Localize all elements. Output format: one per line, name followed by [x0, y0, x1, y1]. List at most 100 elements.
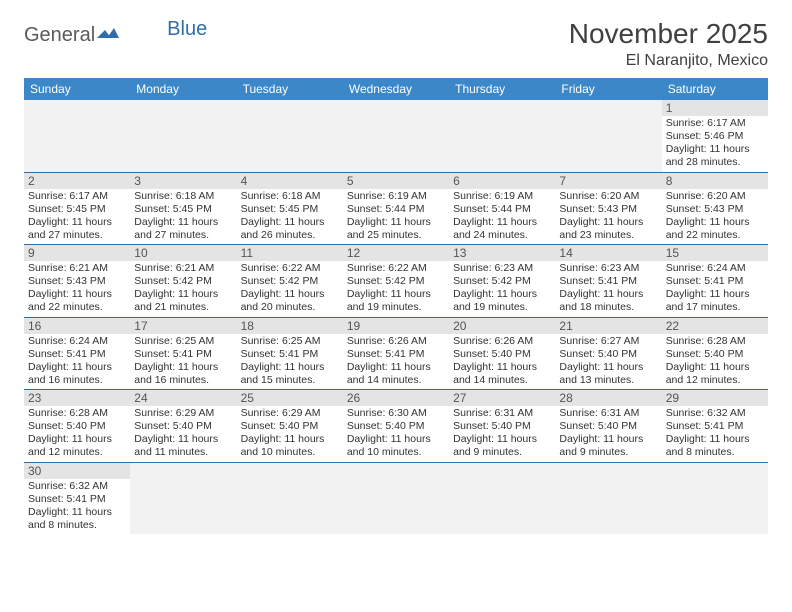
day-info: Sunrise: 6:26 AMSunset: 5:41 PMDaylight:…	[343, 334, 449, 390]
weekday-header: Friday	[555, 78, 661, 100]
empty-cell	[449, 100, 555, 172]
empty-cell	[343, 462, 449, 534]
day-number: 23	[24, 390, 130, 406]
month-title: November 2025	[569, 18, 768, 50]
day-info: Sunrise: 6:28 AMSunset: 5:40 PMDaylight:…	[24, 406, 130, 462]
day-number: 9	[24, 245, 130, 261]
day-number: 26	[343, 390, 449, 406]
calendar-page: General Blue November 2025 El Naranjito,…	[0, 0, 792, 534]
day-info: Sunrise: 6:21 AMSunset: 5:42 PMDaylight:…	[130, 261, 236, 317]
calendar-table: SundayMondayTuesdayWednesdayThursdayFrid…	[24, 78, 768, 534]
day-cell: 12Sunrise: 6:22 AMSunset: 5:42 PMDayligh…	[343, 245, 449, 318]
day-cell: 13Sunrise: 6:23 AMSunset: 5:42 PMDayligh…	[449, 245, 555, 318]
day-cell: 18Sunrise: 6:25 AMSunset: 5:41 PMDayligh…	[237, 317, 343, 390]
day-number: 21	[555, 318, 661, 334]
flag-icon	[97, 24, 119, 45]
day-number: 29	[662, 390, 768, 406]
day-cell: 11Sunrise: 6:22 AMSunset: 5:42 PMDayligh…	[237, 245, 343, 318]
day-info: Sunrise: 6:21 AMSunset: 5:43 PMDaylight:…	[24, 261, 130, 317]
day-number: 30	[24, 463, 130, 479]
day-info: Sunrise: 6:17 AMSunset: 5:46 PMDaylight:…	[662, 116, 768, 172]
day-cell: 15Sunrise: 6:24 AMSunset: 5:41 PMDayligh…	[662, 245, 768, 318]
title-block: November 2025 El Naranjito, Mexico	[569, 18, 768, 70]
empty-cell	[24, 100, 130, 172]
calendar-row: 23Sunrise: 6:28 AMSunset: 5:40 PMDayligh…	[24, 390, 768, 463]
empty-cell	[237, 462, 343, 534]
empty-cell	[449, 462, 555, 534]
day-cell: 1Sunrise: 6:17 AMSunset: 5:46 PMDaylight…	[662, 100, 768, 172]
day-info: Sunrise: 6:31 AMSunset: 5:40 PMDaylight:…	[555, 406, 661, 462]
day-number: 5	[343, 173, 449, 189]
day-info: Sunrise: 6:24 AMSunset: 5:41 PMDaylight:…	[24, 334, 130, 390]
day-info: Sunrise: 6:25 AMSunset: 5:41 PMDaylight:…	[130, 334, 236, 390]
day-cell: 14Sunrise: 6:23 AMSunset: 5:41 PMDayligh…	[555, 245, 661, 318]
day-cell: 27Sunrise: 6:31 AMSunset: 5:40 PMDayligh…	[449, 390, 555, 463]
empty-cell	[130, 100, 236, 172]
day-number: 17	[130, 318, 236, 334]
day-info: Sunrise: 6:18 AMSunset: 5:45 PMDaylight:…	[130, 189, 236, 245]
weekday-header: Wednesday	[343, 78, 449, 100]
day-info: Sunrise: 6:25 AMSunset: 5:41 PMDaylight:…	[237, 334, 343, 390]
day-number: 8	[662, 173, 768, 189]
day-cell: 16Sunrise: 6:24 AMSunset: 5:41 PMDayligh…	[24, 317, 130, 390]
weekday-header-row: SundayMondayTuesdayWednesdayThursdayFrid…	[24, 78, 768, 100]
day-cell: 4Sunrise: 6:18 AMSunset: 5:45 PMDaylight…	[237, 172, 343, 245]
calendar-row: 1Sunrise: 6:17 AMSunset: 5:46 PMDaylight…	[24, 100, 768, 172]
empty-cell	[237, 100, 343, 172]
day-cell: 24Sunrise: 6:29 AMSunset: 5:40 PMDayligh…	[130, 390, 236, 463]
weekday-header: Monday	[130, 78, 236, 100]
day-cell: 5Sunrise: 6:19 AMSunset: 5:44 PMDaylight…	[343, 172, 449, 245]
day-number: 7	[555, 173, 661, 189]
logo-text-general: General	[24, 24, 95, 47]
day-info: Sunrise: 6:27 AMSunset: 5:40 PMDaylight:…	[555, 334, 661, 390]
day-info: Sunrise: 6:23 AMSunset: 5:42 PMDaylight:…	[449, 261, 555, 317]
day-number: 3	[130, 173, 236, 189]
day-number: 13	[449, 245, 555, 261]
day-info: Sunrise: 6:29 AMSunset: 5:40 PMDaylight:…	[237, 406, 343, 462]
location-subtitle: El Naranjito, Mexico	[569, 52, 768, 70]
day-info: Sunrise: 6:30 AMSunset: 5:40 PMDaylight:…	[343, 406, 449, 462]
day-number: 18	[237, 318, 343, 334]
day-cell: 17Sunrise: 6:25 AMSunset: 5:41 PMDayligh…	[130, 317, 236, 390]
weekday-header: Thursday	[449, 78, 555, 100]
day-info: Sunrise: 6:23 AMSunset: 5:41 PMDaylight:…	[555, 261, 661, 317]
day-number: 27	[449, 390, 555, 406]
day-info: Sunrise: 6:32 AMSunset: 5:41 PMDaylight:…	[24, 479, 130, 535]
calendar-row: 9Sunrise: 6:21 AMSunset: 5:43 PMDaylight…	[24, 245, 768, 318]
calendar-row: 16Sunrise: 6:24 AMSunset: 5:41 PMDayligh…	[24, 317, 768, 390]
day-info: Sunrise: 6:19 AMSunset: 5:44 PMDaylight:…	[449, 189, 555, 245]
day-cell: 26Sunrise: 6:30 AMSunset: 5:40 PMDayligh…	[343, 390, 449, 463]
day-cell: 20Sunrise: 6:26 AMSunset: 5:40 PMDayligh…	[449, 317, 555, 390]
logo: General Blue	[24, 18, 207, 47]
logo-text-blue: Blue	[167, 18, 207, 41]
day-info: Sunrise: 6:31 AMSunset: 5:40 PMDaylight:…	[449, 406, 555, 462]
day-info: Sunrise: 6:17 AMSunset: 5:45 PMDaylight:…	[24, 189, 130, 245]
day-info: Sunrise: 6:28 AMSunset: 5:40 PMDaylight:…	[662, 334, 768, 390]
day-number: 16	[24, 318, 130, 334]
day-info: Sunrise: 6:18 AMSunset: 5:45 PMDaylight:…	[237, 189, 343, 245]
day-cell: 29Sunrise: 6:32 AMSunset: 5:41 PMDayligh…	[662, 390, 768, 463]
day-number: 28	[555, 390, 661, 406]
day-cell: 2Sunrise: 6:17 AMSunset: 5:45 PMDaylight…	[24, 172, 130, 245]
day-number: 2	[24, 173, 130, 189]
empty-cell	[662, 462, 768, 534]
day-info: Sunrise: 6:29 AMSunset: 5:40 PMDaylight:…	[130, 406, 236, 462]
day-info: Sunrise: 6:20 AMSunset: 5:43 PMDaylight:…	[662, 189, 768, 245]
day-info: Sunrise: 6:32 AMSunset: 5:41 PMDaylight:…	[662, 406, 768, 462]
day-number: 14	[555, 245, 661, 261]
day-number: 11	[237, 245, 343, 261]
day-number: 20	[449, 318, 555, 334]
day-cell: 9Sunrise: 6:21 AMSunset: 5:43 PMDaylight…	[24, 245, 130, 318]
day-cell: 21Sunrise: 6:27 AMSunset: 5:40 PMDayligh…	[555, 317, 661, 390]
weekday-header: Sunday	[24, 78, 130, 100]
day-info: Sunrise: 6:22 AMSunset: 5:42 PMDaylight:…	[343, 261, 449, 317]
calendar-row: 30Sunrise: 6:32 AMSunset: 5:41 PMDayligh…	[24, 462, 768, 534]
day-cell: 19Sunrise: 6:26 AMSunset: 5:41 PMDayligh…	[343, 317, 449, 390]
day-cell: 8Sunrise: 6:20 AMSunset: 5:43 PMDaylight…	[662, 172, 768, 245]
day-cell: 6Sunrise: 6:19 AMSunset: 5:44 PMDaylight…	[449, 172, 555, 245]
day-number: 24	[130, 390, 236, 406]
day-cell: 23Sunrise: 6:28 AMSunset: 5:40 PMDayligh…	[24, 390, 130, 463]
day-cell: 22Sunrise: 6:28 AMSunset: 5:40 PMDayligh…	[662, 317, 768, 390]
day-number: 12	[343, 245, 449, 261]
day-cell: 10Sunrise: 6:21 AMSunset: 5:42 PMDayligh…	[130, 245, 236, 318]
